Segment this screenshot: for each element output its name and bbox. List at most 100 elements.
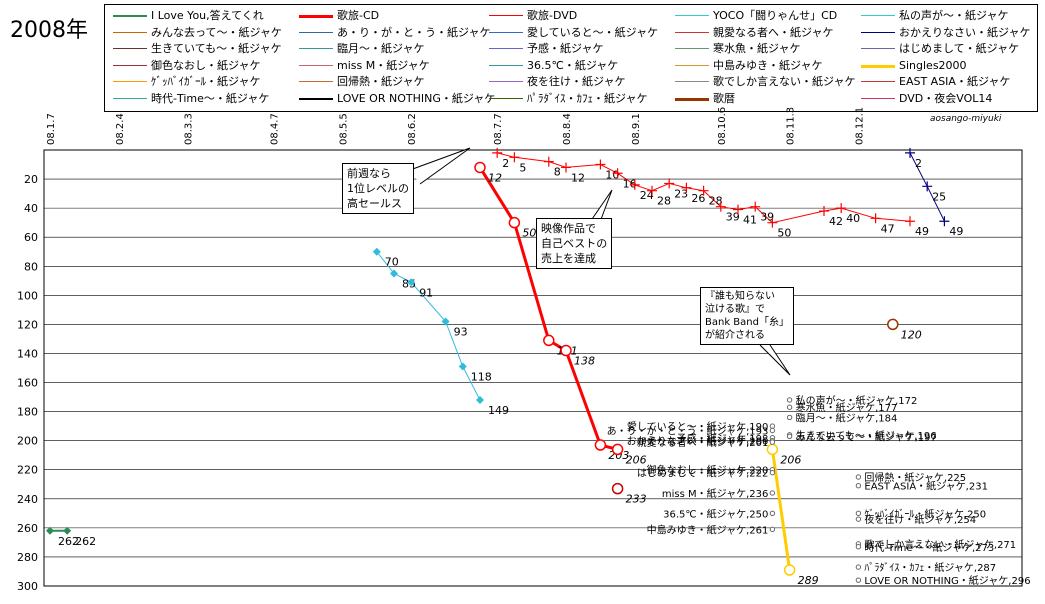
x-tick-label: 08.5.5	[338, 113, 349, 145]
x-tick-label: 08.4.7	[270, 113, 281, 145]
data-point	[560, 344, 572, 357]
legend-label: 中島みゆき・紙ジャケ	[713, 58, 823, 72]
y-tick-label: 280	[17, 551, 38, 564]
callout-pointer	[759, 344, 791, 376]
legend-swatch	[299, 97, 333, 100]
legend-swatch	[675, 81, 709, 82]
data-point	[733, 204, 743, 215]
data-label: 40	[846, 212, 860, 225]
data-point	[476, 395, 484, 404]
data-point	[561, 162, 571, 173]
credit-label: aosango-miyuki	[930, 114, 1002, 124]
data-point	[543, 156, 554, 167]
data-point	[63, 526, 72, 535]
data-label: 120	[901, 328, 922, 341]
data-label: 8	[554, 166, 561, 179]
data-label: 149	[488, 404, 509, 417]
data-point	[372, 247, 381, 256]
data-point	[647, 185, 657, 196]
data-label: 39	[726, 211, 740, 224]
data-point	[715, 201, 726, 212]
legend-swatch	[299, 48, 333, 49]
legend-label: 夜を往け・紙ジャケ	[527, 75, 626, 88]
data-point	[698, 185, 709, 196]
legend-label: 親愛なる者へ・紙ジャケ	[713, 25, 834, 39]
series-line	[376, 251, 481, 401]
data-label: 49	[915, 225, 929, 238]
data-label: 50	[777, 227, 791, 240]
x-tick-label: 08.9.1	[631, 113, 642, 145]
data-point	[441, 317, 450, 326]
legend-label: 臨月〜・紙ジャケ	[337, 42, 425, 55]
y-tick-label: 220	[17, 464, 38, 477]
x-tick-label: 08.1.7	[46, 113, 57, 145]
data-point	[458, 362, 467, 371]
legend-swatch	[113, 48, 147, 49]
data-point	[939, 216, 950, 227]
data-point	[855, 483, 862, 489]
data-label: 206	[626, 453, 647, 466]
y-tick-label: 160	[17, 377, 38, 390]
legend-label: 36.5℃・紙ジャケ	[527, 58, 619, 72]
data-point	[611, 443, 624, 456]
legend-swatch	[861, 31, 895, 33]
data-label: LOVE OR NOTHING・紙ジャケ,296	[864, 574, 1030, 587]
data-label: 中島みゆき・紙ジャケ,261	[647, 523, 769, 536]
legend-swatch	[675, 15, 709, 16]
data-point	[836, 203, 847, 214]
legend-label: 歌暦	[713, 91, 735, 105]
data-label: 26	[691, 192, 705, 205]
data-label: 24	[640, 189, 654, 202]
data-label: 10	[605, 169, 619, 182]
legend-label: 御色なおし・紙ジャケ	[151, 58, 261, 72]
x-tick-label: 08.7.7	[493, 113, 504, 145]
data-label: 262	[58, 535, 79, 548]
data-point	[769, 490, 776, 496]
data-label: 臨月〜・紙ジャケ,184	[796, 411, 898, 424]
data-label: 時代-Time〜・紙ジャケ,273	[864, 541, 994, 554]
data-label: 50	[522, 227, 536, 240]
legend-swatch	[113, 64, 147, 66]
legend-swatch	[675, 97, 709, 101]
data-label: 28	[657, 195, 671, 208]
x-tick-label: 08.6.2	[407, 113, 418, 145]
data-label: 回帰熱・紙ジャケ,225	[864, 471, 966, 484]
data-label: ﾊﾟﾗﾀﾞｲｽ・ｶﾌｪ・紙ジャケ,287	[864, 561, 996, 574]
data-label: 25	[932, 190, 946, 203]
y-tick-label: 140	[17, 347, 38, 360]
callout-pointer	[409, 147, 471, 185]
data-label: 42	[829, 215, 843, 228]
legend-label: 歌でしか言えない・紙ジャケ	[713, 75, 856, 88]
data-point	[46, 526, 54, 535]
callout-pointer	[589, 189, 613, 223]
y-tick-label: 300	[17, 580, 38, 593]
data-label: 91	[419, 286, 433, 299]
legend-label: おかえりなさい・紙ジャケ	[899, 25, 1031, 39]
legend-swatch	[489, 31, 523, 33]
legend-swatch	[675, 64, 709, 66]
legend-label: はじめまして・紙ジャケ	[899, 42, 1020, 55]
data-label: 夜を往け・紙ジャケ,254	[864, 513, 976, 526]
callout-2: 映像作品で 自己ベストの 売上を達成	[536, 218, 613, 269]
y-tick-label: 200	[17, 435, 38, 448]
data-label: 12	[571, 171, 585, 184]
legend-swatch	[299, 64, 333, 66]
y-tick-label: 260	[17, 522, 38, 535]
data-label: 愛していると〜・紙ジャケ,190	[627, 420, 768, 433]
data-point	[783, 564, 796, 576]
legend-label: miss M・紙ジャケ	[337, 58, 430, 72]
data-point	[543, 334, 555, 347]
data-point	[611, 482, 624, 495]
legend-label: YOCO「闘りゃんせ」CD	[713, 9, 838, 22]
legend-swatch	[675, 48, 709, 49]
data-label: 47	[881, 222, 895, 235]
data-point	[629, 179, 640, 190]
legend-label: DVD・夜会VOL14	[899, 91, 993, 105]
data-point	[766, 443, 779, 456]
data-point	[786, 414, 793, 421]
legend-swatch	[113, 97, 147, 99]
y-tick-label: 80	[24, 260, 38, 273]
data-point	[492, 147, 503, 158]
legend-label: あ・り・が・と・う・紙ジャケ	[337, 25, 491, 39]
